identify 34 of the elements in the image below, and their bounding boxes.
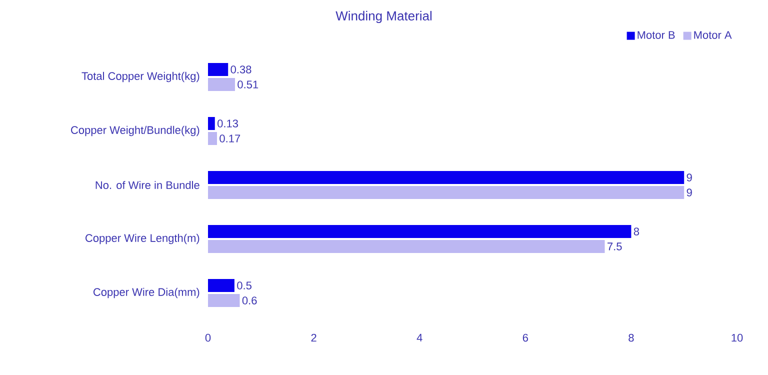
chart-title: Winding Material [336, 10, 432, 24]
bar [208, 186, 684, 199]
bar [208, 117, 215, 130]
data-label: 0.51 [238, 80, 258, 88]
x-tick-label: 2 [311, 334, 316, 342]
x-tick-label: 0 [205, 334, 211, 342]
legend-label: Motor B [638, 31, 675, 39]
data-label: 7.5 [608, 242, 622, 250]
bar [208, 78, 235, 91]
bar [208, 294, 240, 308]
data-label: 0.6 [242, 296, 257, 304]
bar [208, 171, 684, 184]
x-tick-label: 6 [522, 334, 528, 342]
bar [208, 225, 632, 238]
y-tick-label: Copper Weight/Bundle(kg) [71, 126, 200, 136]
x-tick-label: 10 [732, 334, 743, 342]
y-tick-label: Total Copper Weight(kg) [82, 72, 200, 82]
data-label: 0.38 [230, 66, 252, 74]
y-tick-label: No. of Wire in Bundle [96, 180, 200, 190]
data-label: 0.17 [220, 134, 240, 142]
data-label: 9 [686, 174, 692, 182]
data-label: 0.13 [218, 120, 238, 128]
y-tick-label: Copper Wire Length(m) [86, 234, 200, 244]
bar [208, 240, 605, 253]
data-label: 0.5 [237, 282, 252, 290]
data-label: 8 [634, 228, 640, 236]
data-label: 9 [686, 188, 692, 196]
legend-label: Motor A [694, 31, 732, 39]
x-tick-label: 4 [416, 334, 422, 342]
x-tick-label: 8 [628, 334, 634, 342]
y-tick-label: Copper Wire Dia(mm) [93, 288, 200, 298]
bar [208, 63, 228, 76]
bar [208, 132, 217, 145]
bar [208, 279, 234, 292]
